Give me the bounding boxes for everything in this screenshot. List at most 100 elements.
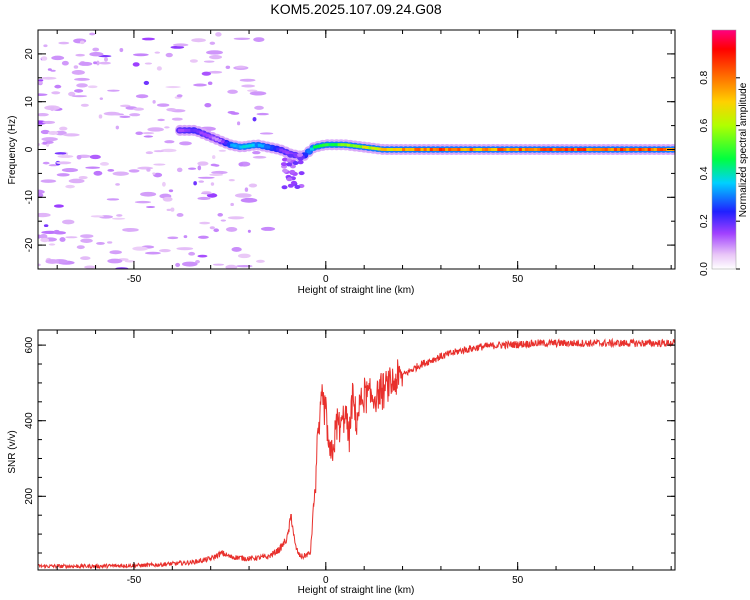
noise-patch	[80, 256, 91, 261]
ridge-core	[484, 148, 489, 151]
noise-patch	[209, 41, 216, 45]
noise-patch	[80, 103, 89, 107]
noise-patch	[164, 126, 170, 129]
noise-patch	[144, 62, 153, 65]
ridge-core	[334, 143, 339, 147]
noise-patch	[132, 246, 149, 251]
ridge-core	[196, 130, 201, 134]
noise-patch	[188, 251, 196, 256]
snr-y-axis-label: SNR (v/v)	[7, 430, 18, 473]
ridge-core	[270, 146, 275, 150]
noise-patch	[225, 227, 238, 232]
noise-patch	[234, 193, 252, 198]
ridge-core	[177, 128, 182, 132]
ridge-core	[592, 148, 597, 151]
noise-patch	[84, 265, 96, 269]
noise-patch	[111, 217, 126, 220]
noise-patch	[260, 226, 276, 231]
ridge-noise	[292, 160, 299, 165]
ridge-core	[445, 148, 450, 151]
noise-patch	[47, 68, 52, 71]
noise-patch	[248, 183, 258, 188]
ridge-core	[395, 148, 400, 151]
x-tick-label: 50	[512, 575, 524, 586]
noise-patch	[167, 236, 179, 240]
noise-patch	[53, 231, 66, 235]
noise-patch	[76, 154, 82, 160]
noise-patch	[176, 94, 183, 98]
ridge-core	[451, 148, 456, 151]
noise-patch	[61, 60, 69, 66]
noise-patch	[210, 163, 218, 167]
noise-patch	[74, 89, 84, 93]
noise-patch	[254, 105, 264, 110]
noise-patch	[56, 173, 70, 177]
ridge-core	[481, 148, 486, 151]
noise-patch	[152, 100, 156, 104]
noise-patch	[43, 224, 49, 228]
colorbar-label: Normalized spectral amplitude	[738, 82, 749, 217]
ridge-core	[340, 143, 345, 147]
ridge-core	[273, 147, 278, 151]
ridge-core	[595, 148, 600, 151]
ridge-core	[220, 140, 225, 144]
noise-patch	[40, 129, 50, 135]
noise-patch	[191, 38, 206, 43]
noise-patch	[197, 161, 209, 166]
noise-patch	[213, 228, 220, 233]
noise-patch	[157, 118, 165, 122]
noise-patch	[129, 113, 141, 117]
noise-patch	[197, 235, 209, 239]
spectrogram-x-axis-label: Height of straight line (km)	[298, 285, 415, 296]
noise-patch	[65, 184, 75, 189]
ridge-core	[306, 150, 311, 154]
ridge-noise	[289, 169, 296, 174]
noise-patch	[209, 54, 223, 60]
ridge-core	[309, 147, 314, 151]
ridge-core	[282, 149, 287, 153]
noise-patch	[112, 171, 129, 176]
snr-series-line	[38, 337, 675, 570]
ridge-core	[429, 148, 434, 151]
noise-patch	[164, 140, 175, 144]
ridge-core	[454, 148, 459, 151]
ridge-core	[577, 148, 582, 151]
ridge-core	[589, 148, 594, 151]
ridge-core	[343, 143, 348, 147]
ridge-core	[534, 148, 539, 151]
noise-patch	[179, 141, 192, 146]
y-tick-label: 10	[24, 96, 35, 108]
y-tick-label: 200	[24, 488, 35, 505]
ridge-core	[641, 148, 646, 151]
ridge-core	[377, 147, 382, 151]
y-tick-label: 0	[24, 146, 35, 152]
ridge-noise	[280, 162, 287, 167]
noise-patch	[197, 254, 208, 258]
noise-patch	[55, 161, 72, 165]
noise-patch	[239, 78, 256, 82]
noise-patch	[252, 155, 267, 159]
ridge-core	[540, 148, 545, 151]
noise-patch	[142, 132, 155, 135]
ridge-core	[356, 144, 361, 148]
noise-patch	[211, 170, 228, 175]
noise-patch	[54, 152, 67, 155]
snr-frame	[37, 329, 676, 571]
noise-patch	[128, 169, 140, 173]
noise-patch	[256, 112, 269, 116]
noise-patch	[96, 60, 100, 66]
noise-patch	[201, 71, 212, 76]
ridge-core	[316, 144, 321, 148]
noise-patch	[119, 104, 131, 108]
noise-patch	[89, 154, 101, 160]
ridge-core	[423, 148, 428, 151]
ridge-core	[202, 132, 207, 136]
ridge-noise	[287, 153, 294, 158]
ridge-core	[448, 148, 453, 151]
ridge-core	[491, 148, 496, 151]
ridge-core	[435, 148, 440, 151]
noise-patch	[38, 112, 49, 117]
noise-patch	[249, 91, 267, 96]
ridge-noise	[287, 183, 294, 188]
ridge-core	[365, 145, 370, 149]
